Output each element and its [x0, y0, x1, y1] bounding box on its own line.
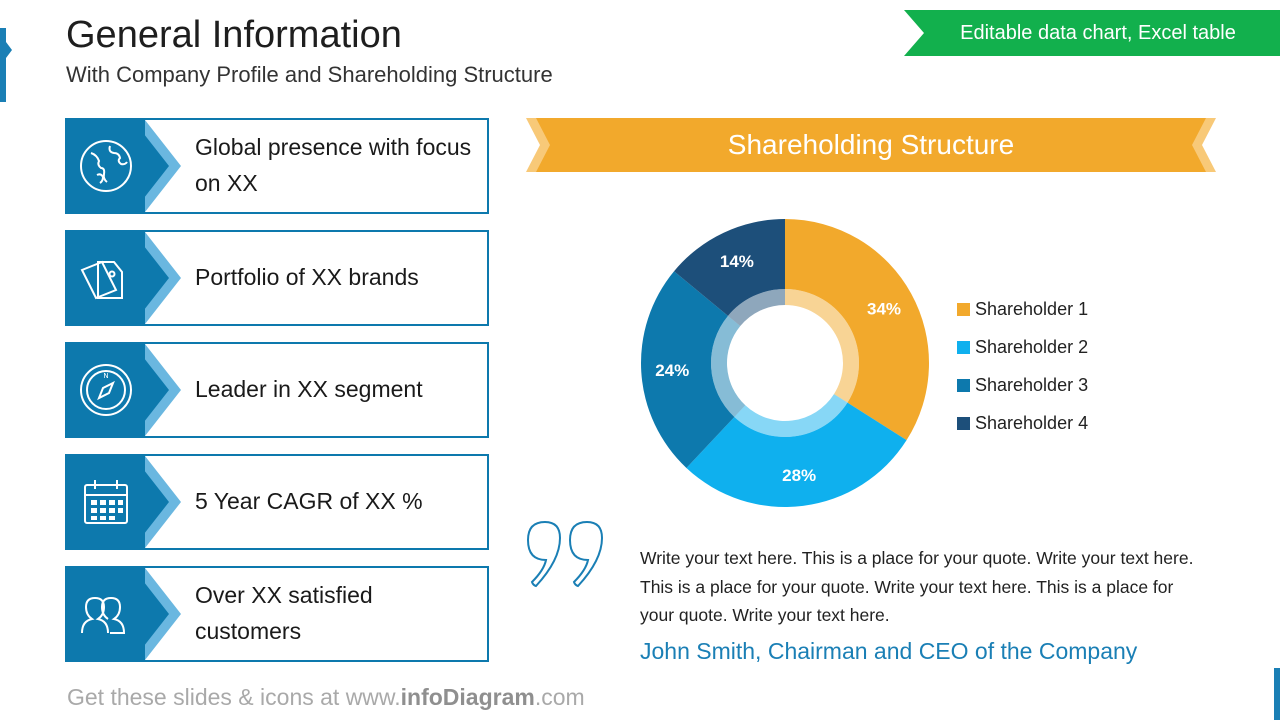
quote-marks-icon — [526, 520, 604, 588]
shareholding-banner-title: Shareholding Structure — [727, 129, 1015, 160]
footer-suffix: .com — [534, 684, 585, 710]
footer-brand: infoDiagram — [400, 684, 535, 710]
legend-label: Shareholder 2 — [975, 336, 1089, 357]
donut-slice-inner-ring — [727, 289, 785, 327]
page-title: General Information — [66, 14, 402, 56]
feature-icon-box — [67, 120, 145, 212]
legend-item: Shareholder 3 — [957, 366, 1088, 404]
legend-item: Shareholder 4 — [957, 404, 1088, 442]
feature-row-customers: Over XX satisfied customers — [65, 566, 489, 662]
donut-data-label: 28% — [782, 466, 816, 485]
feature-row-global: Global presence with focus on XX — [65, 118, 489, 214]
calendar-icon — [84, 480, 128, 524]
feature-text: Leader in XX segment — [195, 376, 423, 403]
feature-row-portfolio: Portfolio of XX brands — [65, 230, 489, 326]
donut-slice — [785, 219, 929, 441]
legend-swatch — [957, 302, 970, 316]
page-subtitle: With Company Profile and Shareholding St… — [66, 62, 553, 87]
donut-data-label: 24% — [655, 361, 689, 380]
donut-slice-inner-ring — [734, 394, 848, 437]
quote-author: John Smith, Chairman and CEO of the Comp… — [640, 638, 1138, 664]
legend-item: Shareholder 1 — [957, 290, 1088, 328]
shareholding-banner — [526, 118, 1216, 172]
legend-swatch — [957, 340, 970, 354]
users-icon — [81, 596, 126, 634]
donut-data-label: 34% — [867, 300, 901, 319]
left-accent-bar — [0, 28, 6, 102]
price-tags-icon — [80, 260, 123, 300]
footer-prefix: Get these slides & icons at www. — [67, 684, 401, 710]
feature-text: Over XX satisfied customers — [195, 582, 373, 644]
badge-notch — [904, 10, 924, 56]
donut-slice — [686, 402, 907, 508]
right-accent-bar — [1274, 668, 1280, 720]
svg-text:N: N — [103, 372, 108, 380]
footer-credit: Get these slides & icons at www.infoDiag… — [67, 684, 585, 711]
compass-icon: N — [80, 364, 132, 416]
donut-slice — [674, 219, 785, 316]
feature-text: Portfolio of XX brands — [195, 264, 419, 291]
legend-swatch — [957, 416, 970, 430]
feature-icon-box — [67, 568, 145, 660]
donut-slice-inner-ring — [785, 289, 859, 403]
donut-slice-inner-ring — [711, 315, 746, 417]
editable-chart-badge: Editable data chart, Excel table — [904, 10, 1280, 56]
globe-icon — [80, 140, 132, 192]
legend-swatch — [957, 378, 970, 392]
donut-data-label: 14% — [720, 252, 754, 271]
feature-icon-box: N — [67, 344, 145, 436]
legend-label: Shareholder 3 — [975, 374, 1089, 395]
legend-label: Shareholder 4 — [975, 412, 1089, 433]
left-accent-tip — [6, 42, 12, 58]
legend-label: Shareholder 1 — [975, 298, 1089, 319]
feature-icon-box — [67, 232, 145, 324]
shareholding-donut-chart: 34% 28% 24% 14% — [641, 219, 929, 508]
feature-icon-box — [67, 456, 145, 548]
donut-slice — [641, 271, 735, 468]
feature-row-cagr: 5 Year CAGR of XX % — [65, 454, 489, 550]
feature-text: Global presence with focus on XX — [195, 134, 472, 196]
quote-text: Write your text here. This is a place fo… — [640, 548, 1194, 625]
feature-row-leader: N Leader in XX segment — [65, 342, 489, 438]
feature-text: 5 Year CAGR of XX % — [195, 488, 423, 515]
legend-item: Shareholder 2 — [957, 328, 1088, 366]
chart-legend: Shareholder 1 Shareholder 2 Shareholder … — [957, 290, 1088, 442]
